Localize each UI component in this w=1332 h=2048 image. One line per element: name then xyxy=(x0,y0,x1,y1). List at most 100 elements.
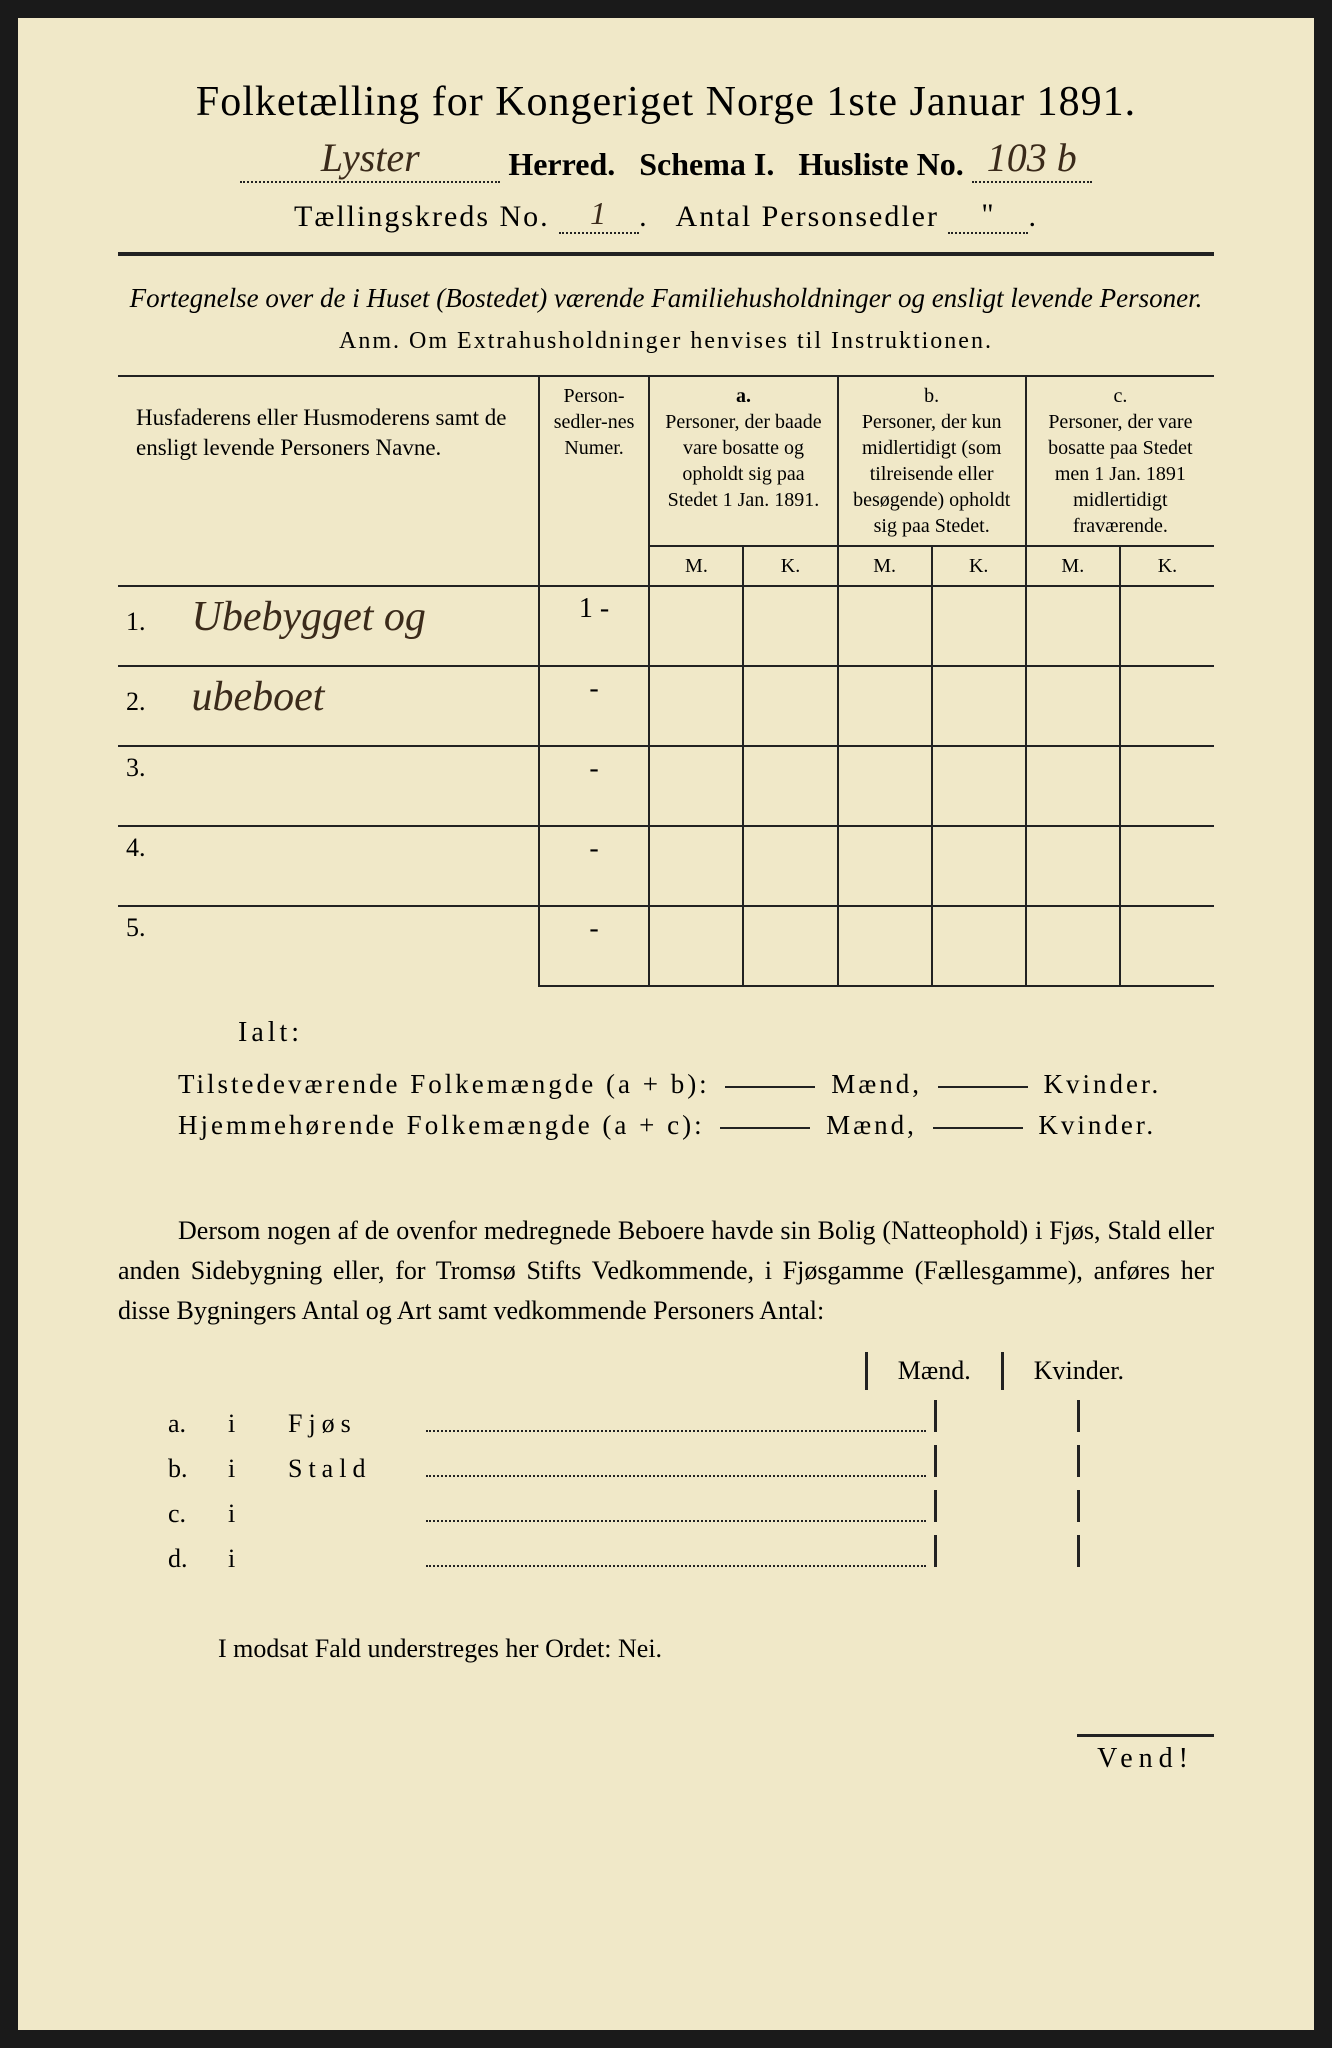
maend-label: Mænd, xyxy=(826,1110,917,1140)
page-title: Folketælling for Kongeriget Norge 1ste J… xyxy=(118,78,1214,126)
item-t: Stald xyxy=(288,1454,418,1484)
table-row: 4. - xyxy=(118,826,1214,906)
dots xyxy=(426,1565,926,1567)
building-paragraph: Dersom nogen af de ovenfor medregnede Be… xyxy=(118,1211,1214,1332)
item-a: a. xyxy=(168,1409,228,1439)
num-cell: - xyxy=(539,746,650,826)
subtitle-text: Fortegnelse over de i Huset (Bostedet) v… xyxy=(130,283,1203,313)
rownum: 2. xyxy=(126,687,146,716)
summary-ac: Hjemmehørende Folkemængde (a + c): Mænd,… xyxy=(178,1110,1214,1141)
num-cell: - xyxy=(539,666,650,746)
col-a: a. Personer, der baade vare bosatte og o… xyxy=(649,376,837,546)
ialt-label: Ialt: xyxy=(238,1017,1214,1049)
blank xyxy=(720,1127,810,1129)
blank xyxy=(933,1127,1023,1129)
table-row: 2. ubeboet - xyxy=(118,666,1214,746)
husliste-label: Husliste No. xyxy=(798,146,963,182)
item-row: a. i Fjøs xyxy=(168,1400,1214,1439)
rownum: 5. xyxy=(126,913,146,942)
antal-no: " xyxy=(981,198,995,231)
col-c-top: c. xyxy=(1113,385,1127,407)
col-b-text: Personer, der kun midlertidigt (som tilr… xyxy=(853,411,1010,537)
building-items: a. i Fjøs b. i Stald c. i d. i xyxy=(118,1400,1214,1574)
item-i: i xyxy=(228,1409,288,1439)
sum1-label: Tilstedeværende Folkemængde (a + b): xyxy=(178,1069,710,1099)
item-a: c. xyxy=(168,1499,228,1529)
table-row: 3. - xyxy=(118,746,1214,826)
col-c-m: M. xyxy=(1026,546,1120,586)
kvinder-label: Kvinder. xyxy=(1038,1110,1156,1140)
divider xyxy=(118,252,1214,256)
num-cell: - xyxy=(539,826,650,906)
husliste-no: 103 b xyxy=(987,135,1077,180)
num-cell: 1 - xyxy=(539,586,650,666)
subtitle: Fortegnelse over de i Huset (Bostedet) v… xyxy=(118,280,1214,318)
antal-label: Antal Personsedler xyxy=(676,200,939,233)
sum2-label: Hjemmehørende Folkemængde (a + c): xyxy=(178,1110,705,1140)
mk-cells xyxy=(934,1400,1214,1432)
herred-fill: Lyster xyxy=(240,134,500,183)
col-b: b. Personer, der kun midlertidigt (som t… xyxy=(838,376,1026,546)
rownum: 4. xyxy=(126,833,146,862)
item-i: i xyxy=(228,1454,288,1484)
header-line-2: Lyster Herred. Schema I. Husliste No. 10… xyxy=(118,134,1214,183)
herred-label: Herred. xyxy=(508,146,615,182)
mk-cells xyxy=(934,1445,1214,1477)
anm-note: Anm. Om Extrahusholdninger henvises til … xyxy=(118,328,1214,355)
item-a: d. xyxy=(168,1544,228,1574)
mk-m: Mænd. xyxy=(865,1352,1001,1390)
main-table: Husfaderens eller Husmoderens samt de en… xyxy=(118,375,1214,987)
name-entry: ubeboet xyxy=(152,674,325,720)
herred-handwritten: Lyster xyxy=(321,135,420,180)
vend-label: Vend! xyxy=(1077,1734,1214,1775)
col-c-text: Personer, der vare bosatte paa Stedet me… xyxy=(1048,411,1192,537)
col-names-text: Husfaderens eller Husmoderens samt de en… xyxy=(136,405,506,460)
item-i: i xyxy=(228,1499,288,1529)
col-b-m: M. xyxy=(838,546,932,586)
col-numer: Person-sedler-nes Numer. xyxy=(539,376,650,586)
kreds-no: 1 xyxy=(590,195,608,231)
item-t: Fjøs xyxy=(288,1409,418,1439)
item-a: b. xyxy=(168,1454,228,1484)
item-row: c. i xyxy=(168,1490,1214,1529)
item-row: b. i Stald xyxy=(168,1445,1214,1484)
dots xyxy=(426,1430,926,1432)
nei-line: I modsat Fald understreges her Ordet: Ne… xyxy=(218,1634,1214,1664)
name-entry: Ubebygget og xyxy=(152,594,426,640)
kvinder-label: Kvinder. xyxy=(1043,1069,1161,1099)
col-c-k: K. xyxy=(1120,546,1214,586)
mk-k: Kvinder. xyxy=(1001,1352,1154,1390)
table-row: 5. - xyxy=(118,906,1214,986)
dots xyxy=(426,1475,926,1477)
table-row: 1. Ubebygget og 1 - xyxy=(118,586,1214,666)
kreds-label: Tællingskreds No. xyxy=(294,200,550,233)
rownum: 1. xyxy=(126,607,146,636)
blank xyxy=(938,1086,1028,1088)
num-cell: - xyxy=(539,906,650,986)
item-row: d. i xyxy=(168,1535,1214,1574)
schema-label: Schema I. xyxy=(639,146,774,182)
col-a-k: K. xyxy=(743,546,837,586)
maend-label: Mænd, xyxy=(831,1069,922,1099)
col-names: Husfaderens eller Husmoderens samt de en… xyxy=(118,376,539,586)
dots xyxy=(426,1520,926,1522)
mk-cells xyxy=(934,1490,1214,1522)
col-b-k: K. xyxy=(932,546,1026,586)
header-line-3: Tællingskreds No. 1 . Antal Personsedler… xyxy=(118,195,1214,234)
col-a-m: M. xyxy=(649,546,743,586)
mk-header: Mænd.Kvinder. xyxy=(118,1352,1214,1390)
husliste-fill: 103 b xyxy=(972,134,1092,183)
col-a-top: a. xyxy=(736,385,751,407)
summary-ab: Tilstedeværende Folkemængde (a + b): Mæn… xyxy=(178,1069,1214,1100)
col-a-text: Personer, der baade vare bosatte og opho… xyxy=(665,411,821,511)
kreds-fill: 1 xyxy=(559,195,639,234)
antal-fill: " xyxy=(948,198,1028,234)
col-c: c. Personer, der vare bosatte paa Stedet… xyxy=(1026,376,1214,546)
table-header-row: Husfaderens eller Husmoderens samt de en… xyxy=(118,376,1214,546)
rownum: 3. xyxy=(126,753,146,782)
item-i: i xyxy=(228,1544,288,1574)
census-form-page: Folketælling for Kongeriget Norge 1ste J… xyxy=(0,0,1332,2048)
blank xyxy=(725,1086,815,1088)
col-b-top: b. xyxy=(924,385,939,407)
mk-cells xyxy=(934,1535,1214,1567)
